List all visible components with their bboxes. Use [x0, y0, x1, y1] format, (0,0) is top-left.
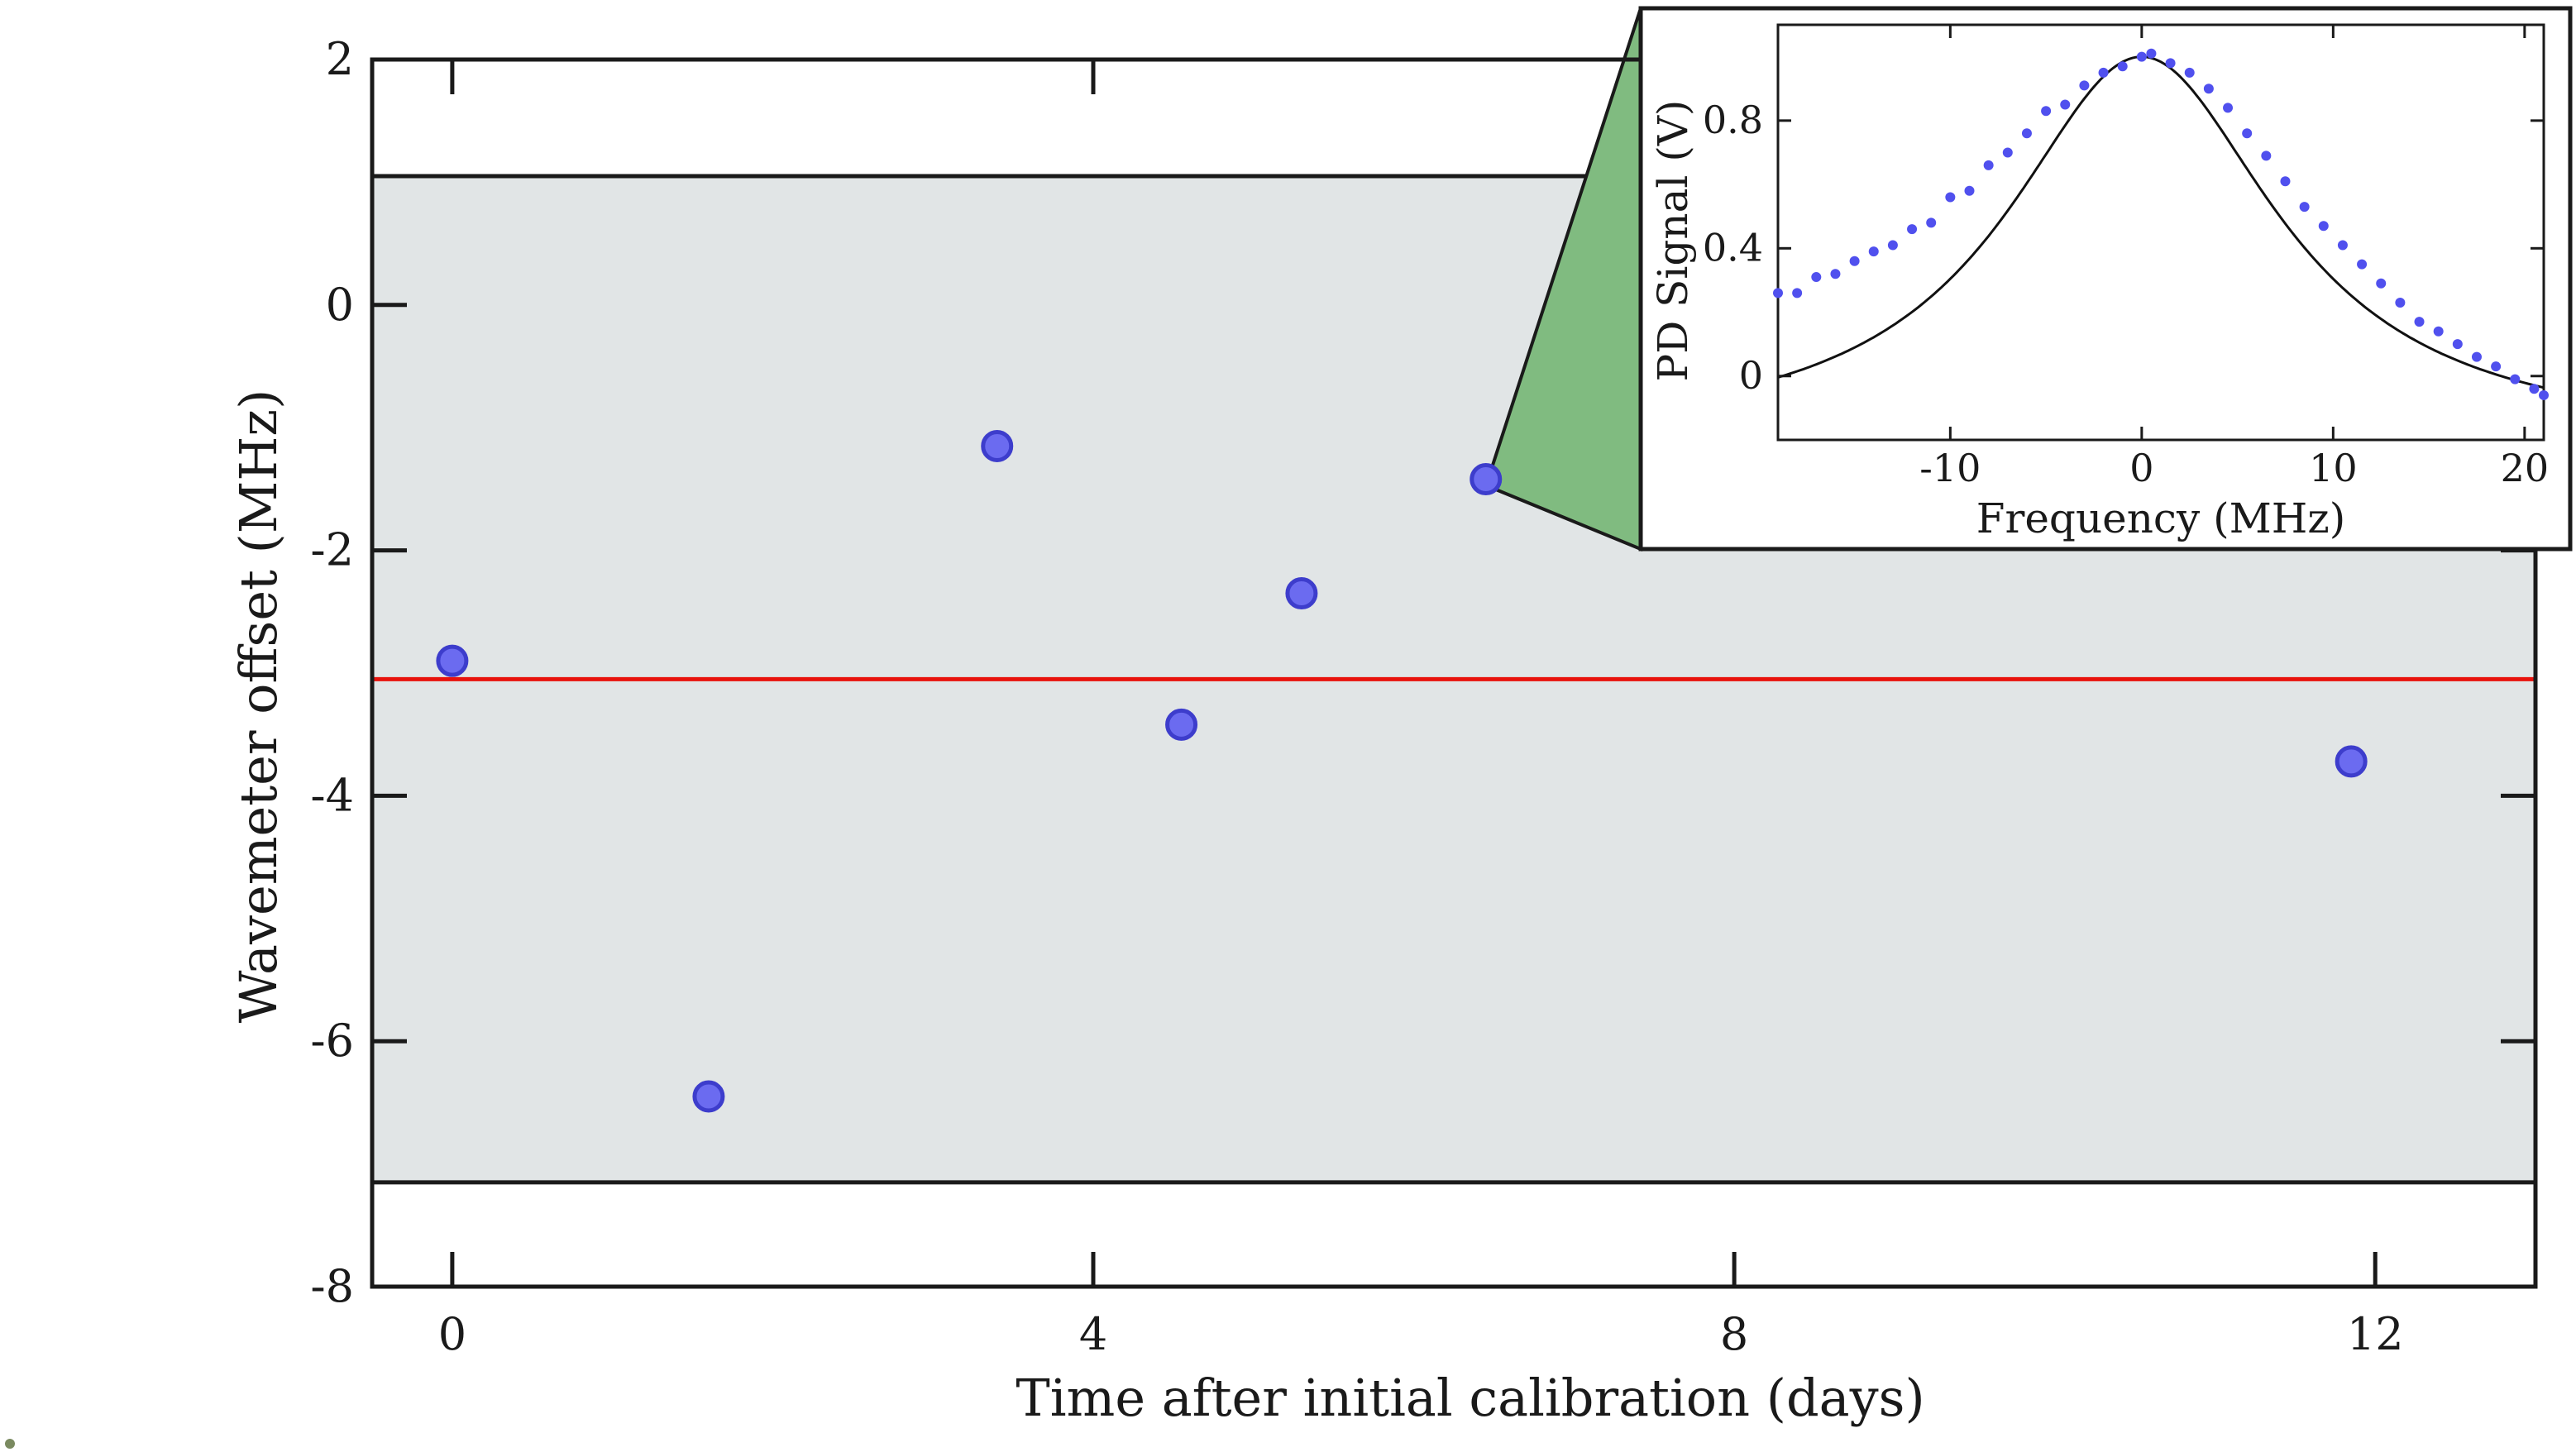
inset-data-point	[2452, 339, 2463, 350]
y-tick-label: -2	[310, 524, 354, 576]
inset-data-point	[1887, 240, 1898, 251]
inset-y-tick-label: 0	[1739, 353, 1763, 398]
inset-plot-frame	[1776, 23, 2545, 442]
data-point	[436, 644, 469, 677]
data-point	[2335, 745, 2368, 778]
x-tick-label: 0	[438, 1308, 466, 1360]
inset-data-point	[1945, 192, 1956, 203]
x-tick-label: 8	[1720, 1308, 1748, 1360]
inset-data-point	[2223, 103, 2234, 113]
inset-data-point	[2184, 67, 2195, 78]
x-tick-label: 4	[1079, 1308, 1107, 1360]
inset-data-point	[2098, 67, 2109, 78]
y-tick-label: -4	[310, 769, 354, 821]
inset-data-point	[2337, 240, 2348, 251]
corner-dot	[5, 1439, 15, 1449]
inset-data-point	[2529, 384, 2540, 394]
main-x-axis-label: Time after initial calibration (days)	[1016, 1368, 1924, 1428]
inset-data-point	[2318, 221, 2329, 232]
inset-data-point	[2414, 317, 2425, 327]
inset-data-point	[2539, 389, 2549, 400]
data-point	[1285, 577, 1318, 610]
y-tick-label: -6	[310, 1015, 354, 1067]
inset-data-point	[1868, 246, 1879, 257]
inset-data-point	[2203, 84, 2214, 94]
inset-data-point	[1964, 185, 1975, 196]
inset-data-point	[1792, 288, 1803, 299]
inset-data-point	[2280, 176, 2291, 187]
y-tick-label: 2	[326, 33, 354, 85]
inset-data-point	[2491, 361, 2502, 372]
inset-data-point	[2376, 278, 2387, 289]
inset-data-point	[2165, 58, 2176, 69]
inset-data-point	[2299, 202, 2310, 213]
inset-panel	[1638, 6, 2573, 552]
inset-data-point	[2357, 259, 2368, 270]
inset-data-point	[2471, 351, 2482, 362]
inset-data-point	[1849, 256, 1860, 266]
inset-data-point	[1773, 288, 1783, 299]
inset-data-point	[1830, 269, 1841, 279]
main-y-axis-label: Wavemeter offset (MHz)	[228, 389, 289, 1024]
data-point	[1470, 463, 1503, 496]
inset-data-point	[1926, 217, 1937, 228]
y-tick-label: -8	[310, 1260, 354, 1312]
inset-data-point	[2433, 326, 2444, 337]
inset-data-point	[2395, 297, 2406, 308]
inset-data-point	[2060, 99, 2071, 110]
main-plot-frame	[370, 57, 2538, 1289]
inset-data-point	[1907, 224, 1918, 235]
inset-data-point	[1983, 160, 1994, 170]
inset-data-point	[2117, 61, 2128, 72]
inset-y-axis-label: PD Signal (V)	[1649, 100, 1697, 382]
inset-data-point	[2041, 106, 2052, 117]
inset-x-tick-label: 20	[2501, 446, 2550, 490]
inset-tick-labels: -10 0 10 20 0 0.4 0.8	[1703, 98, 2549, 490]
inset-data-point	[2136, 51, 2147, 62]
inset-axis-ticks	[1778, 25, 2544, 440]
data-point	[1165, 708, 1198, 741]
inset-data-point	[2261, 150, 2272, 161]
lorentzian-fit-line	[1777, 55, 2545, 389]
inset-x-axis-label: Frequency (MHz)	[1976, 494, 2345, 542]
inset-data-point	[2510, 374, 2521, 384]
data-point	[692, 1080, 725, 1113]
inset-data-point	[1811, 272, 1822, 283]
inset-x-tick-label: 10	[2309, 446, 2358, 490]
inset-x-tick-label: -10	[1919, 446, 1981, 490]
inset-y-tick-label: 0.8	[1703, 98, 1763, 142]
inset-data-point	[2242, 128, 2253, 139]
inset-data-points	[1773, 48, 2549, 400]
inset-y-tick-label: 0.4	[1703, 225, 1763, 270]
main-tick-labels: 0 4 8 12 -8 -6 -4 -2 0 2	[310, 33, 2403, 1360]
inset-data-point	[2021, 128, 2032, 139]
inset-x-tick-label: 0	[2129, 446, 2153, 490]
main-data-points	[436, 429, 2368, 1113]
inset-chart: -10 0 10 20 0 0.4 0.8 Frequency (MHz) PD Signa…	[1638, 6, 2573, 552]
x-tick-label: 12	[2347, 1308, 2404, 1360]
y-tick-label: 0	[326, 279, 354, 331]
inset-data-point	[2079, 80, 2090, 91]
inset-data-point	[2002, 147, 2013, 158]
inset-data-point	[2146, 48, 2157, 59]
data-point	[981, 429, 1014, 462]
